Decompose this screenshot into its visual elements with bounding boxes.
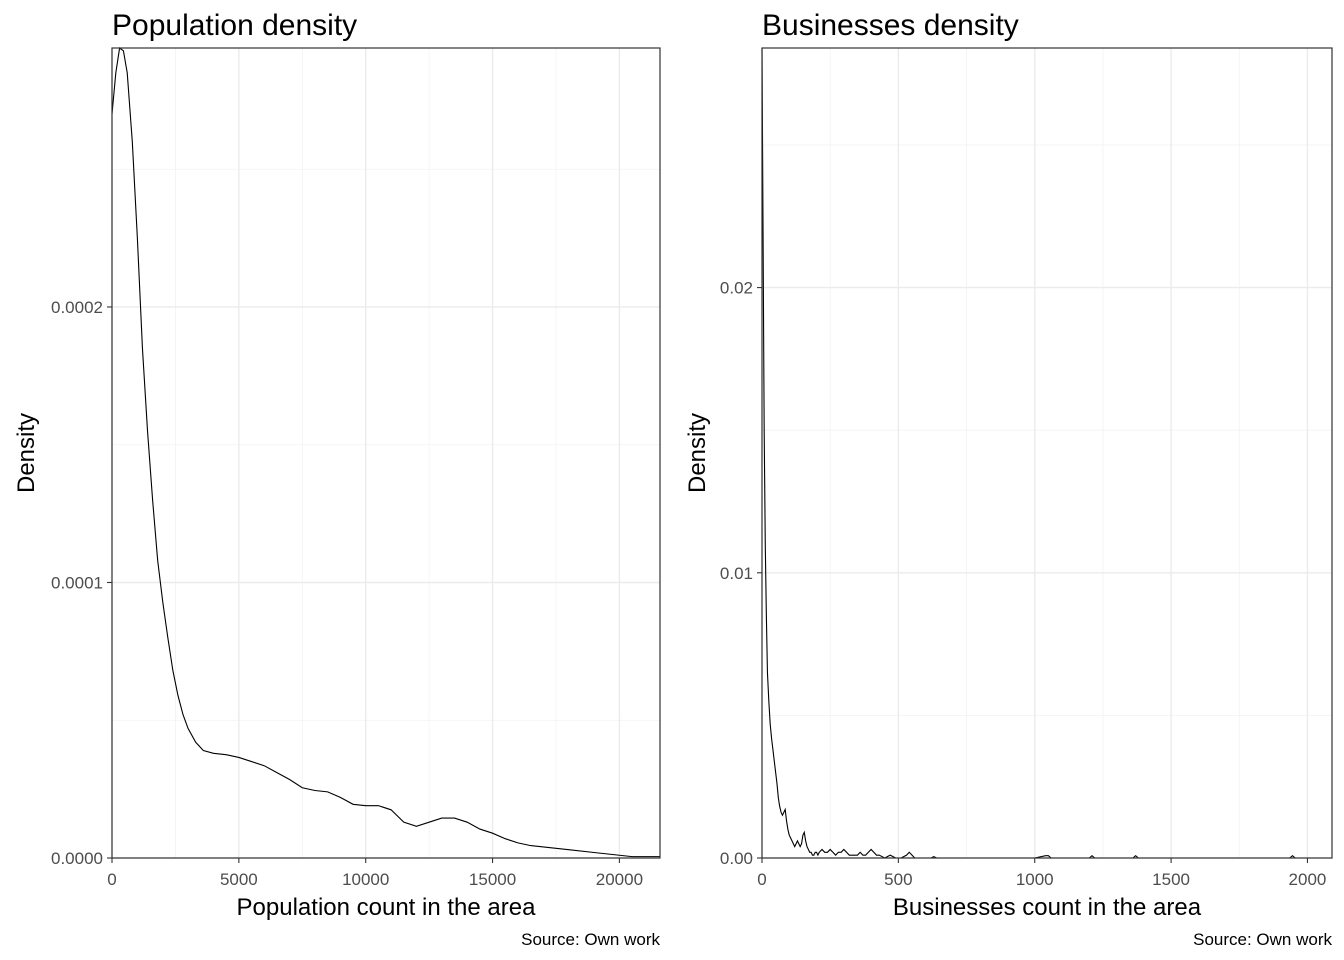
population-y-tick-label: 0.0002 xyxy=(51,298,103,317)
businesses-x-tick-label: 1500 xyxy=(1152,870,1190,889)
businesses-x-tick-label: 2000 xyxy=(1289,870,1327,889)
population-x-tick-label: 5000 xyxy=(220,870,258,889)
businesses-y-ticks: 0.00 0.01 0.02 xyxy=(720,279,762,868)
population-x-tick-label: 20000 xyxy=(596,870,643,889)
businesses-density-panel: 0 500 1000 1500 2000 0.00 0.01 0.02 Businesses… xyxy=(684,9,1333,949)
population-panel-border xyxy=(111,47,661,859)
businesses-caption: Source: Own work xyxy=(1193,930,1332,949)
businesses-grid xyxy=(761,48,1332,859)
businesses-panel-border xyxy=(761,47,1333,859)
businesses-x-tick-label: 0 xyxy=(757,870,766,889)
businesses-density-curve xyxy=(761,47,1332,859)
businesses-y-tick-label: 0.01 xyxy=(720,564,753,583)
businesses-y-axis-title: Density xyxy=(684,413,711,493)
population-x-axis-title: Population count in the area xyxy=(237,894,537,921)
businesses-x-ticks: 0 500 1000 1500 2000 xyxy=(757,858,1326,889)
businesses-y-tick-label: 0.02 xyxy=(720,279,753,298)
businesses-x-axis-title: Businesses count in the area xyxy=(893,894,1202,921)
population-grid xyxy=(111,48,660,859)
population-y-tick-label: 0.0001 xyxy=(51,573,103,592)
population-x-tick-label: 15000 xyxy=(469,870,516,889)
population-x-tick-label: 10000 xyxy=(342,870,389,889)
population-caption: Source: Own work xyxy=(521,930,660,949)
population-density-curve xyxy=(111,47,660,858)
population-x-ticks: 0 5000 10000 15000 20000 xyxy=(107,858,643,889)
businesses-y-tick-label: 0.00 xyxy=(720,849,753,868)
population-x-tick-label: 0 xyxy=(107,870,116,889)
businesses-x-tick-label: 500 xyxy=(884,870,912,889)
businesses-chart-title: Businesses density xyxy=(762,9,1019,42)
population-density-panel: 0 5000 10000 15000 20000 0.00000.00010.0002 … xyxy=(13,9,661,949)
population-chart-title: Population density xyxy=(112,9,357,42)
businesses-x-tick-label: 1000 xyxy=(1016,870,1054,889)
population-y-axis-title: Density xyxy=(13,413,40,493)
population-y-tick-label: 0.0000 xyxy=(51,849,103,868)
population-y-ticks: 0.0000 0.0001 0.0002 xyxy=(51,298,112,868)
